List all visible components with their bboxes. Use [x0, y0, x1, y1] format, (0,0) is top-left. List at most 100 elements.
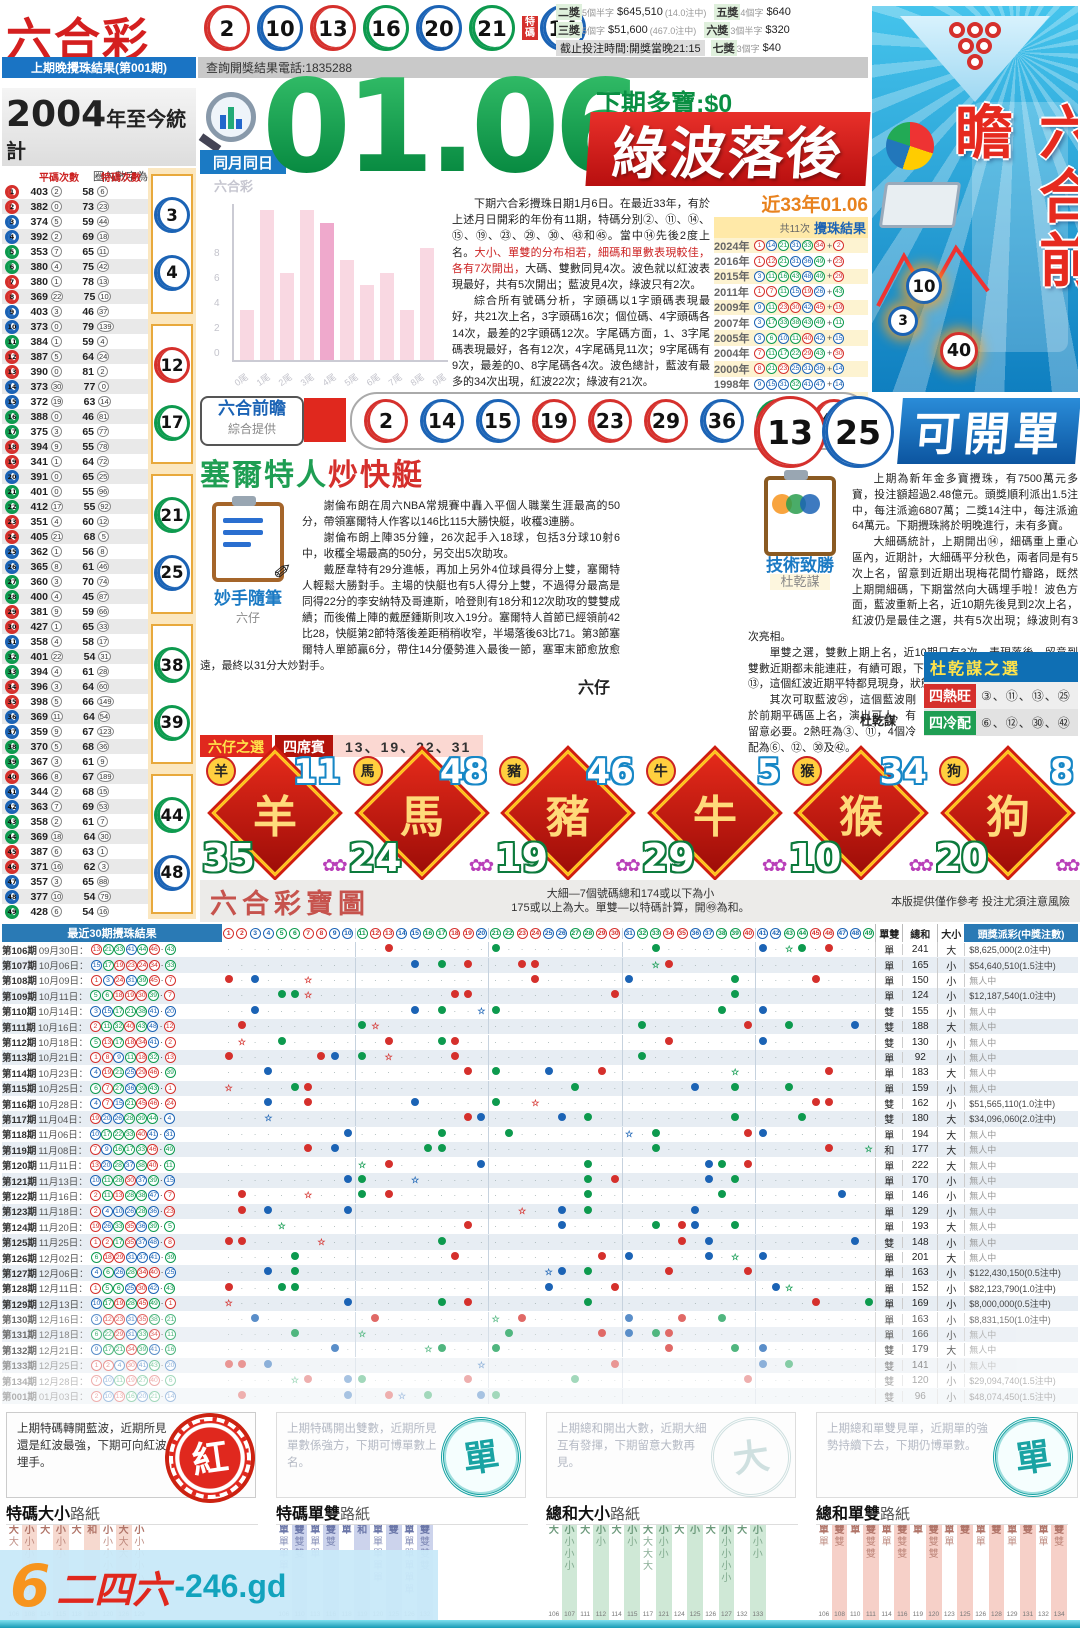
number-circle: 43 [802, 317, 813, 329]
number-circle: 20 [475, 927, 487, 939]
number-circle: 6 [91, 1328, 102, 1340]
number-circle: 32 [112, 1021, 124, 1033]
hit-dot [304, 1144, 313, 1153]
number-circle: 17 [101, 1128, 113, 1140]
hit-dot [437, 1144, 446, 1153]
lottery-ball: 9 [5, 304, 19, 319]
hit-dot [785, 1082, 794, 1091]
number-circle: 19 [124, 990, 136, 1002]
number-circle: 6 [91, 1252, 102, 1263]
hit-dot [744, 1375, 753, 1384]
number-circle: 2 [101, 1236, 113, 1248]
hit-dot [450, 1252, 459, 1260]
number-circle: 1 [90, 1282, 102, 1294]
number-circle: 49 [163, 1144, 175, 1156]
number-circle: 31 [125, 1328, 137, 1340]
number-circle: 11 [124, 1051, 136, 1063]
hit-dot [343, 1375, 352, 1384]
number-circle: 13 [114, 1390, 125, 1402]
hit-dot [330, 1344, 339, 1353]
number-circle: 18 [449, 927, 461, 939]
year-result-row: 2000年 8 21 23 25 31 36 +14 [714, 361, 868, 377]
hit-dot [464, 1221, 473, 1230]
hit-dot [304, 1082, 313, 1091]
stats-row: 38 370 5 68 36 [2, 739, 148, 754]
hit-dot [343, 1390, 352, 1399]
number-circle: 21 [148, 1390, 160, 1402]
number-circle: 17 [113, 1236, 125, 1248]
hit-dot [358, 1375, 367, 1384]
stats-row: 17 375 3 65 77 [2, 424, 148, 439]
number-circle: 30 [125, 1359, 137, 1371]
zodiac-bottom-number: 20 [934, 836, 988, 880]
lottery-ball: 15 [476, 399, 520, 443]
hit-dot [717, 1005, 726, 1014]
number-circle: 7 [766, 286, 777, 298]
hit-dot [224, 1051, 233, 1060]
sidebar-title-rest: 年至今統計 [6, 109, 187, 163]
number-circle: 21 [102, 944, 114, 956]
zone-best-box: 38 39 [151, 624, 193, 764]
special-star: ☆ [290, 1375, 299, 1386]
stats-row: 18 394 9 55 78 [2, 439, 148, 454]
number-circle: 23 [516, 927, 528, 939]
stats-row: 49 428 6 54 16 [2, 904, 148, 919]
lottery-ball: 3 [888, 306, 918, 336]
number-circle: 25 [165, 1267, 177, 1279]
number-circle: 18 [113, 990, 125, 1002]
hit-dot [691, 1221, 700, 1230]
lottery-ball: 36 [700, 399, 744, 443]
hit-dot [771, 1282, 780, 1291]
hit-dot [664, 1344, 673, 1353]
number-circle: 8 [754, 363, 765, 375]
stats-row: 35 398 5 66 149 [2, 694, 148, 709]
hit-dot [664, 1328, 673, 1337]
stats-row: 29 381 9 59 66 [2, 604, 148, 619]
lottery-ball: 40 [940, 332, 978, 370]
zodiac-bottom-number: 19 [495, 836, 549, 880]
zodiac-item: 馬馬 48 24 ✿✿ [347, 749, 494, 880]
special-star: ☆ [518, 1205, 527, 1216]
number-circle: 39 [137, 974, 148, 986]
hit-dot [237, 1205, 246, 1214]
stamp-大: 大 [705, 1411, 797, 1503]
number-circle: 32 [790, 378, 801, 390]
number-circle: 48 [802, 270, 813, 282]
zodiac-top-number: 5 [756, 752, 781, 792]
sidebar-title-year: 2004 [6, 94, 107, 135]
stats-row: 7 380 1 78 13 [2, 274, 148, 289]
number-circle: 43 [833, 286, 845, 298]
special-star: ☆ [477, 1359, 486, 1370]
columnist-badge: ✏ 妙手隨筆 六仔 [200, 496, 298, 656]
number-circle: 5 [90, 1036, 102, 1048]
lottery-ball: 41 [5, 784, 19, 799]
number-circle: 28 [582, 927, 594, 939]
number-circle: 12 [164, 1021, 176, 1033]
lottery-ball: 22 [5, 499, 19, 514]
number-circle: 26 [124, 1205, 136, 1217]
number-circle: 25 [543, 927, 555, 939]
hit-dot [411, 1098, 420, 1107]
stats-row: 23 351 4 60 12 [2, 514, 148, 529]
number-circle: 22 [503, 927, 515, 939]
number-circle: 19 [802, 286, 813, 298]
number-circle: 1 [91, 974, 102, 986]
hit-dot [758, 1344, 767, 1353]
result-row: 第108期 10月09日： 1 3 24 31 39 45 · 7 · · · · ☆ · · · · · · · · · ·… [2, 972, 1078, 988]
number-circle: 4 [90, 1067, 102, 1079]
stats-row: 40 366 8 67 189 [2, 769, 148, 784]
year-result-row: 2007年 3 17 33 38 43 49 +11 [714, 317, 845, 330]
number-circle: 15 [790, 286, 801, 298]
hit-dot [251, 974, 260, 983]
number-circle: 49 [814, 270, 825, 282]
tips-badge-name: 技術致勝 [766, 556, 834, 575]
hit-dot [251, 1313, 260, 1322]
lottery-ball: 28 [5, 589, 19, 604]
baotu-notes: 大細—7個號碼總和174或以下為小 175或以上為大。單雙—以特碼計算，開㊾為和。 [511, 888, 750, 914]
bar [260, 210, 274, 360]
forecast-balls: 21415192329364345 [350, 392, 870, 450]
number-circle: 26 [101, 1221, 113, 1233]
number-circle: 4 [101, 1205, 113, 1217]
bar [320, 222, 334, 360]
number-circle: 49 [814, 255, 825, 267]
